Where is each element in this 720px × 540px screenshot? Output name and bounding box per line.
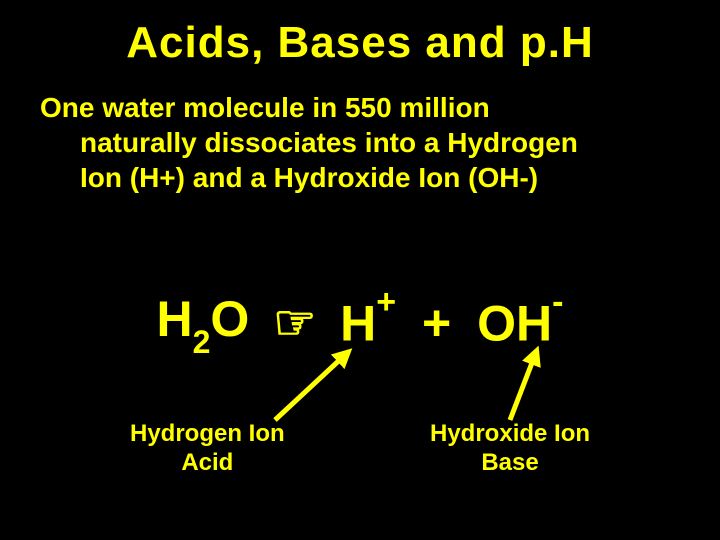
desc-line-2: naturally dissociates into a Hydrogen	[80, 127, 578, 158]
plus-sign: +	[422, 294, 451, 352]
slide-title: Acids, Bases and p.H	[0, 0, 720, 68]
description-text: One water molecule in 550 million natura…	[0, 68, 720, 195]
product2-sup: -	[552, 283, 563, 321]
product1-h: H	[340, 296, 376, 352]
label-left-1: Hydrogen Ion	[130, 420, 285, 447]
product2-oh: OH	[477, 296, 552, 352]
desc-line-1: One water molecule in 550 million	[40, 92, 490, 123]
reaction-arrow-icon: ☞	[273, 295, 316, 351]
reactant-h2o: H2O	[157, 290, 250, 355]
reactant-sub: 2	[193, 324, 211, 360]
label-right-1: Hydroxide Ion	[430, 420, 590, 447]
label-right-2: Base	[481, 449, 538, 476]
label-hydroxide-ion: Hydroxide Ion Base	[430, 420, 590, 478]
product-oh-minus: OH-	[477, 293, 563, 353]
label-hydrogen-ion: Hydrogen Ion Acid	[130, 420, 285, 478]
label-left-2: Acid	[181, 449, 233, 476]
product1-sup: +	[376, 283, 396, 321]
reactant-o: O	[210, 291, 249, 347]
equation-row: H2O ☞ H+ + OH-	[0, 290, 720, 355]
reactant-h: H	[157, 291, 193, 347]
desc-line-3: Ion (H+) and a Hydroxide Ion (OH-)	[80, 162, 538, 193]
product-h-plus: H+	[340, 293, 396, 353]
